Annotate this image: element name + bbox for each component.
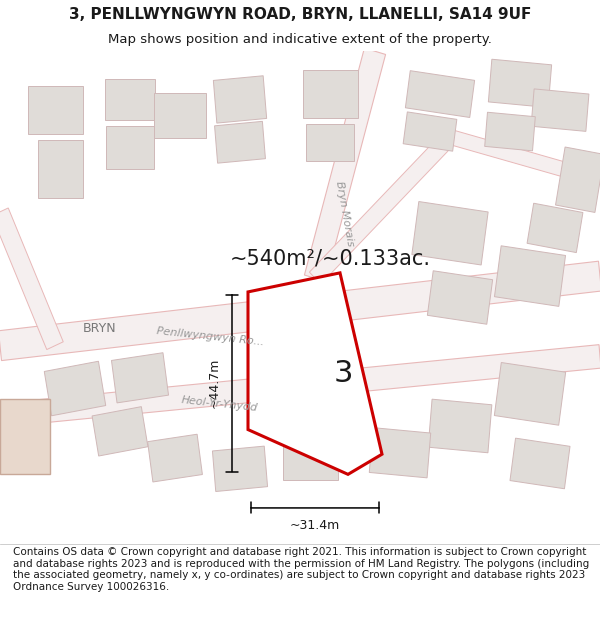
Text: BRYN: BRYN [83,322,117,336]
Polygon shape [0,344,600,427]
Bar [427,271,493,324]
Bar [494,362,566,425]
Text: ~44.7m: ~44.7m [208,358,221,408]
Bar [214,76,266,123]
Bar [37,139,83,199]
Bar [488,59,551,108]
Bar [106,126,154,169]
Bar [556,147,600,213]
Bar [412,201,488,265]
Bar [306,124,354,161]
Polygon shape [0,208,63,349]
Bar [403,112,457,151]
Text: Map shows position and indicative extent of the property.: Map shows position and indicative extent… [108,34,492,46]
Bar [105,79,155,120]
Bar [428,399,492,452]
Text: Penllwyngwyn Ro...: Penllwyngwyn Ro... [156,326,264,348]
Polygon shape [0,261,600,361]
Bar [406,71,475,118]
Text: ~31.4m: ~31.4m [290,519,340,531]
Text: Bryn Morais: Bryn Morais [334,180,356,247]
Bar [44,361,106,416]
Bar [212,446,268,491]
Bar [283,437,337,479]
Bar [112,352,169,403]
Bar [215,121,265,163]
Bar [92,407,148,456]
Bar [0,399,50,474]
Polygon shape [310,131,455,284]
Text: Contains OS data © Crown copyright and database right 2021. This information is : Contains OS data © Crown copyright and d… [13,547,589,592]
Polygon shape [448,129,600,187]
Text: ~540m²/~0.133ac.: ~540m²/~0.133ac. [229,248,431,268]
Bar [369,428,431,478]
Polygon shape [248,273,382,474]
Bar [28,86,83,134]
Bar [148,434,202,482]
Bar [531,89,589,131]
Bar [510,438,570,489]
Bar [494,246,566,306]
Text: 3: 3 [334,359,353,388]
Text: Heol-Yr-Ynydd: Heol-Yr-Ynydd [181,395,259,413]
Bar [485,112,535,151]
Bar [527,203,583,252]
Bar [154,93,206,138]
Polygon shape [304,48,386,281]
Text: 3, PENLLWYNGWYN ROAD, BRYN, LLANELLI, SA14 9UF: 3, PENLLWYNGWYN ROAD, BRYN, LLANELLI, SA… [69,7,531,22]
Bar [302,70,358,118]
